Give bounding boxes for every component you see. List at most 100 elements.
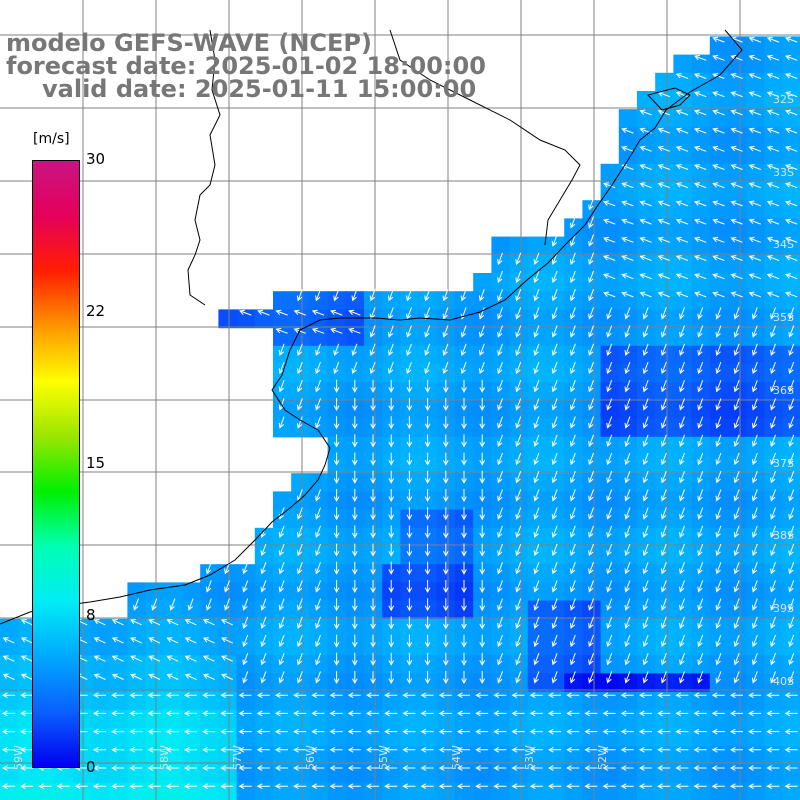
wind-arrow (351, 525, 358, 539)
wind-cell (637, 182, 656, 201)
wind-arrow (238, 728, 252, 735)
wind-cell (582, 364, 602, 383)
wind-arrow (420, 710, 434, 717)
wind-arrow (603, 273, 616, 280)
wind-cell (109, 655, 128, 674)
wind-arrow (715, 580, 722, 593)
wind-cell (254, 546, 274, 565)
wind-arrow (733, 671, 740, 684)
wind-cell (509, 455, 529, 474)
wind-cell (236, 309, 256, 329)
wind-arrow (93, 655, 106, 662)
wind-cell (0, 637, 19, 656)
wind-arrow (460, 325, 467, 338)
wind-arrow (785, 273, 798, 280)
wind-cell (382, 691, 401, 711)
wind-cell (473, 709, 492, 729)
wind-arrow (697, 489, 704, 502)
wind-cell (600, 455, 620, 474)
wind-cell (546, 655, 565, 674)
wind-cell (491, 673, 511, 693)
wind-arrow (497, 361, 503, 375)
wind-arrow (697, 543, 704, 557)
wind-arrow (642, 543, 649, 557)
wind-arrow (715, 634, 722, 648)
wind-arrow (461, 470, 467, 484)
wind-cell (400, 746, 420, 765)
wind-arrow (730, 182, 743, 189)
wind-arrow (697, 580, 704, 593)
wind-cell (709, 782, 729, 800)
wind-arrow (624, 307, 631, 320)
wind-arrow (278, 562, 285, 575)
wind-cell (618, 400, 638, 420)
wind-arrow (770, 307, 776, 320)
wind-arrow (642, 452, 649, 466)
wind-arrow (402, 746, 416, 753)
wind-cell (491, 527, 511, 547)
wind-arrow (147, 746, 161, 753)
wind-arrow (569, 562, 576, 575)
wind-arrow (730, 218, 743, 225)
wind-cell (527, 509, 547, 529)
wind-cell (564, 400, 583, 420)
wind-cell (436, 327, 456, 347)
wind-cell (673, 127, 693, 147)
lat-label-32s: 32S (773, 93, 794, 106)
wind-arrow (406, 634, 413, 648)
wind-arrow (402, 692, 416, 699)
wind-cell (637, 637, 656, 656)
wind-arrow (588, 653, 594, 666)
wind-cell (163, 728, 183, 747)
wind-arrow (315, 525, 321, 538)
wind-arrow (461, 416, 467, 430)
wind-arrow (351, 580, 358, 594)
wind-arrow (638, 765, 652, 771)
wind-cell (691, 491, 711, 511)
wind-arrow (624, 580, 631, 593)
wind-arrow (569, 616, 576, 629)
wind-arrow (551, 289, 558, 302)
wind-arrow (620, 783, 634, 790)
wind-arrow (624, 525, 631, 538)
wind-cell (673, 728, 693, 747)
wind-arrow (402, 710, 416, 717)
lon-label-58w: 58W (158, 745, 171, 770)
wind-cell (254, 691, 274, 711)
wind-cell (109, 673, 128, 693)
wind-cell (400, 782, 420, 800)
wind-cell (345, 327, 365, 347)
wind-cell (691, 527, 711, 547)
wind-arrow (788, 398, 795, 411)
wind-cell (746, 145, 765, 165)
wind-arrow (697, 634, 704, 648)
wind-cell (163, 582, 183, 602)
wind-arrow (533, 416, 540, 429)
wind-cell (709, 673, 729, 693)
wind-cell (564, 327, 583, 347)
wind-cell (309, 582, 329, 602)
wind-arrow (551, 452, 558, 466)
wind-cell (418, 327, 438, 347)
coastline (0, 29, 743, 625)
wind-cell (782, 327, 800, 347)
wind-arrow (733, 416, 740, 429)
wind-cell (746, 54, 765, 74)
wind-cell (709, 109, 729, 128)
wind-arrow (111, 783, 125, 790)
wind-arrow (588, 416, 594, 429)
wind-cell (764, 91, 784, 110)
wind-arrow (406, 507, 413, 521)
wind-arrow (569, 507, 576, 520)
wind-arrow (638, 710, 652, 717)
wind-arrow (369, 307, 376, 320)
wind-arrow (588, 580, 594, 593)
wind-arrow (733, 489, 740, 502)
wind-arrow (602, 710, 616, 717)
wind-arrow (748, 692, 762, 699)
wind-cell (655, 309, 674, 329)
wind-arrow (621, 218, 634, 225)
wind-cell (509, 418, 529, 438)
wind-cell (309, 400, 329, 420)
wind-cell (127, 709, 147, 729)
